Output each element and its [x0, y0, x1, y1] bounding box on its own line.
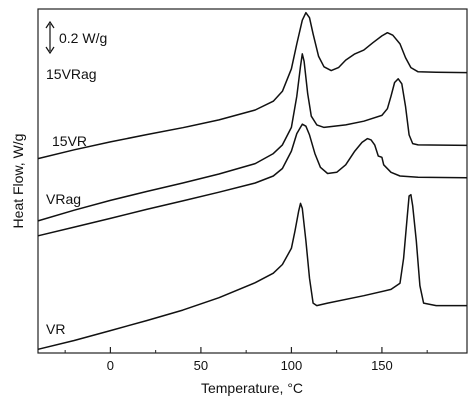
- series-layer: [37, 11, 468, 351]
- y-axis-label: Heat Flow, W/g: [10, 134, 26, 229]
- series-label-VR: VR: [46, 321, 65, 337]
- series-line-VRag: [37, 123, 468, 237]
- series-label-15VRag: 15VRag: [46, 66, 97, 82]
- series-label-VRag: VRag: [46, 191, 81, 207]
- x-tick-layer: 0 50 100 150: [64, 347, 428, 373]
- x-tick-label-150: 150: [371, 358, 393, 373]
- plot-frame: [37, 8, 468, 354]
- series-line-15VRag: [37, 11, 468, 160]
- series-label-15VR: 15VR: [52, 133, 87, 149]
- scale-bar: 0.2 W/g: [45, 20, 107, 55]
- x-tick-label-0: 0: [107, 358, 114, 373]
- x-tick-label-100: 100: [281, 358, 303, 373]
- scale-bar-arrow-up-icon: [45, 20, 55, 29]
- series-line-VR: [37, 193, 467, 351]
- scale-bar-label: 0.2 W/g: [59, 30, 107, 46]
- scale-bar-arrow-down-icon: [45, 46, 55, 55]
- x-axis-label: Temperature, °C: [201, 380, 303, 396]
- x-tick-label-50: 50: [194, 358, 208, 373]
- series-line-15VR: [37, 53, 468, 222]
